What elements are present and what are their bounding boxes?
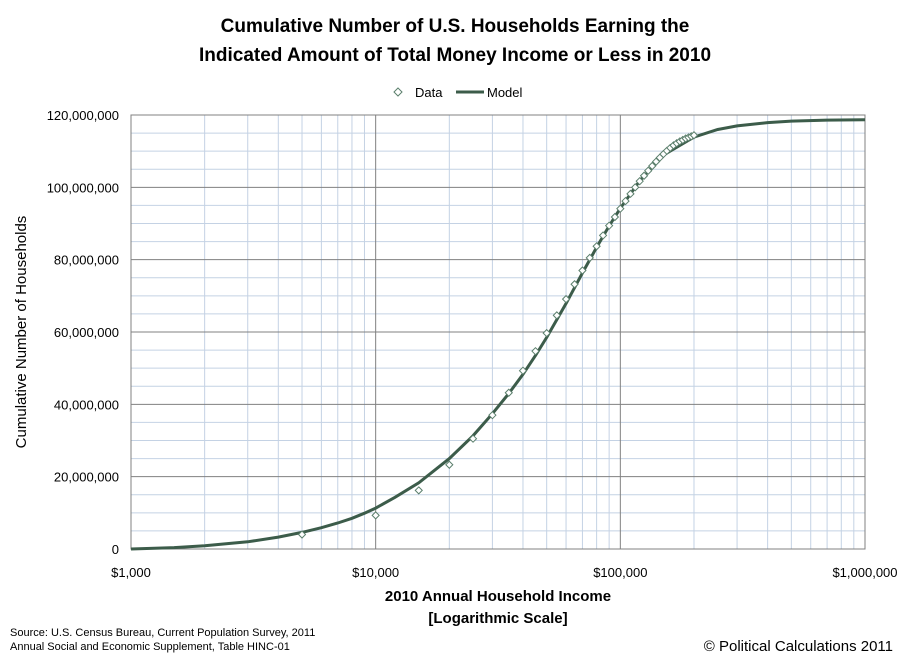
y-tick-label: 60,000,000 [54, 325, 119, 340]
data-point-marker [542, 328, 551, 338]
data-point-marker [570, 280, 579, 289]
legend-data-marker [393, 87, 403, 97]
data-point-marker [648, 161, 657, 171]
data-point-marker [626, 189, 635, 199]
x-tick-label: $1,000,000 [832, 565, 897, 580]
x-axis-title-line-2: [Logarithmic Scale] [428, 610, 567, 627]
x-axis-ticks: $1,000 $10,000 $100,000 $1,000,000 [111, 565, 897, 580]
data-point-marker [371, 511, 380, 520]
data-point-marker [621, 196, 630, 206]
y-tick-label: 0 [112, 542, 119, 557]
chart-title: Cumulative Number of U.S. Households Ear… [199, 16, 711, 66]
data-point-marker [689, 131, 699, 140]
chart-title-line-1: Cumulative Number of U.S. Households Ear… [221, 16, 690, 37]
data-point-marker [604, 221, 614, 230]
data-point-marker [531, 346, 540, 356]
y-tick-label: 40,000,000 [54, 397, 119, 412]
data-point-marker [644, 166, 653, 175]
data-point-marker [598, 231, 608, 240]
x-axis-title-line-1: 2010 Annual Household Income [385, 588, 611, 605]
data-markers [297, 131, 699, 539]
data-point-marker [639, 171, 649, 180]
model-line [130, 118, 866, 551]
y-tick-label: 20,000,000 [54, 470, 119, 485]
y-axis-ticks: 0 20,000,000 40,000,000 60,000,000 80,000,00… [47, 108, 119, 557]
legend-data-label: Data [415, 85, 443, 100]
data-point-marker [610, 212, 620, 222]
x-tick-label: $10,000 [352, 565, 399, 580]
data-point-marker [468, 434, 478, 443]
data-point-marker [445, 460, 454, 469]
y-axis-title: Cumulative Number of Households [13, 216, 30, 449]
data-point-marker [561, 294, 571, 304]
y-tick-label: 80,000,000 [54, 253, 119, 268]
data-point-marker [635, 176, 644, 186]
data-point-marker [488, 410, 497, 420]
data-point-marker [578, 266, 587, 275]
y-tick-label: 120,000,000 [47, 108, 119, 123]
data-point-marker [518, 366, 528, 375]
legend: Data Model [393, 85, 523, 100]
data-point-marker [414, 486, 423, 495]
legend-model-label: Model [487, 85, 523, 100]
data-point-marker [297, 530, 307, 539]
data-point-marker [552, 311, 562, 320]
chart-title-line-2: Indicated Amount of Total Money Income o… [199, 45, 711, 66]
copyright-notice: © Political Calculations 2011 [703, 638, 893, 655]
data-point-marker [592, 242, 601, 251]
data-point-marker [630, 183, 640, 192]
source-line-2: Annual Social and Economic Supplement, T… [10, 641, 290, 653]
data-point-marker [616, 204, 625, 213]
y-tick-label: 100,000,000 [47, 180, 119, 195]
grid-major [130, 114, 866, 550]
data-point-marker [585, 253, 594, 263]
x-tick-label: $1,000 [111, 565, 151, 580]
source-line-1: Source: U.S. Census Bureau, Current Popu… [10, 627, 316, 639]
plot-area [130, 114, 866, 550]
source-note: Source: U.S. Census Bureau, Current Popu… [10, 626, 315, 654]
x-tick-label: $100,000 [593, 565, 647, 580]
data-point-marker [504, 388, 513, 397]
